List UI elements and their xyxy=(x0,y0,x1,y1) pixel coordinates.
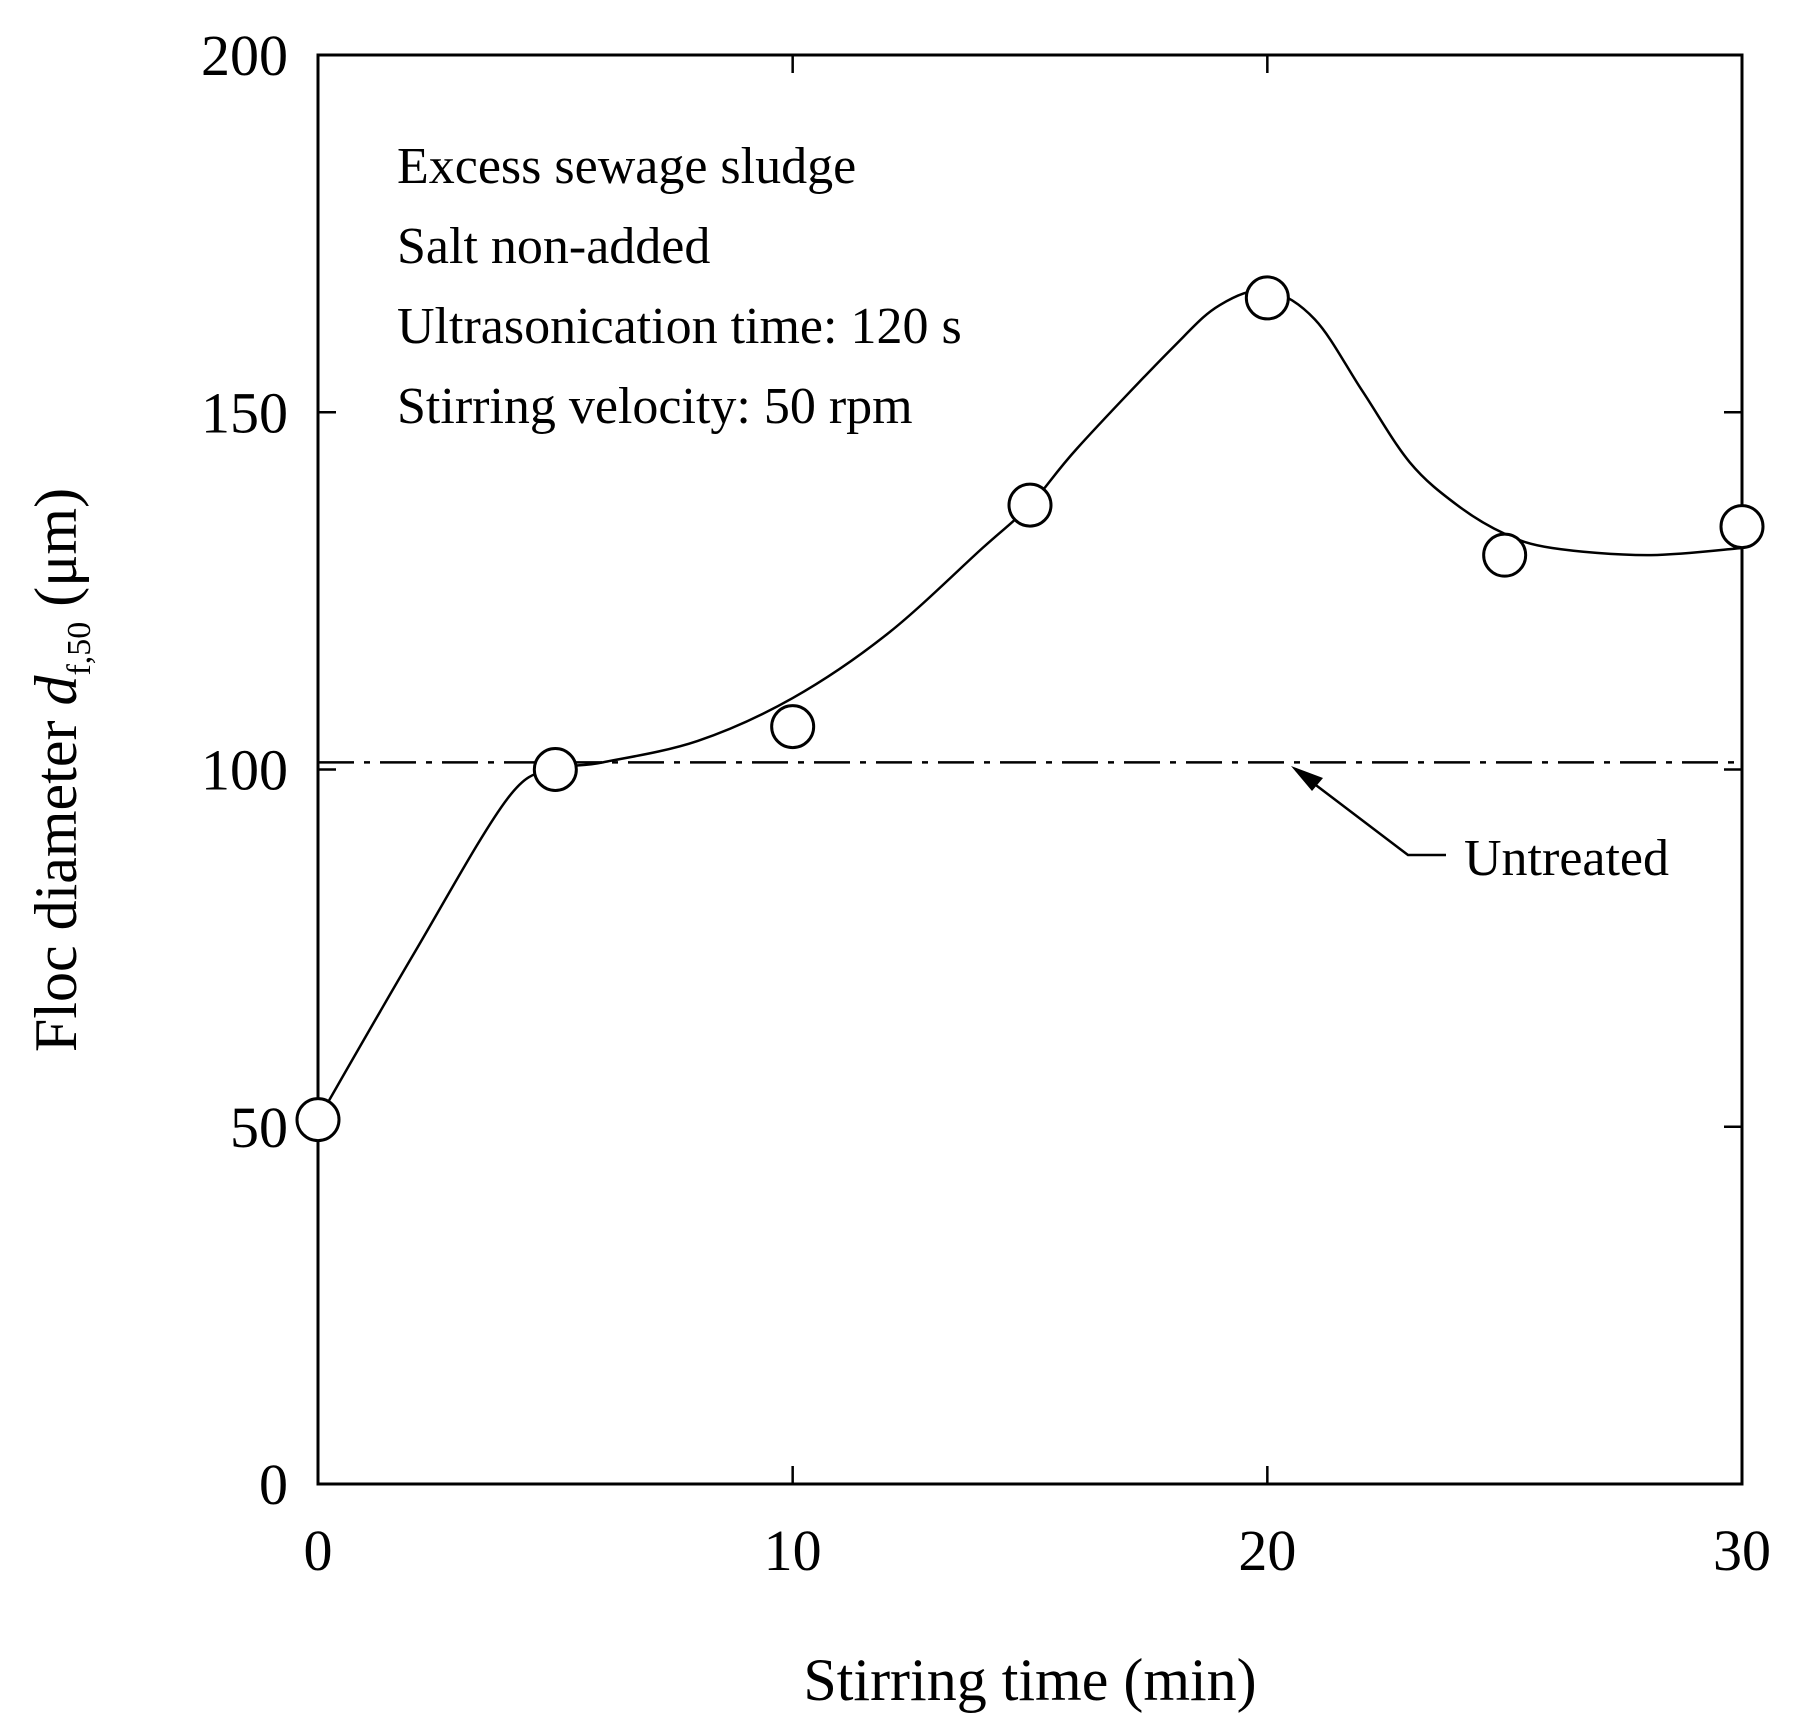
conditions-annotation: Excess sewage sludge Salt non-added Ultr… xyxy=(397,138,962,435)
y-tick-label: 200 xyxy=(201,23,288,88)
data-point xyxy=(1719,504,1765,550)
y-axis-title-prefix: Floc diameter xyxy=(23,706,89,1053)
annotation-line-4: Stirring velocity: 50 rpm xyxy=(397,378,913,435)
axis-ticks xyxy=(316,53,1744,1486)
data-points xyxy=(295,275,1765,1143)
tick-labels: 0 10 20 30 0 50 100 150 200 xyxy=(201,23,1771,1583)
y-tick-label: 150 xyxy=(201,380,288,445)
data-point xyxy=(1244,275,1290,321)
data-point xyxy=(770,704,816,750)
data-point xyxy=(1007,482,1053,528)
y-tick-label: 100 xyxy=(201,738,288,803)
x-tick-label: 20 xyxy=(1238,1518,1296,1583)
untreated-label: Untreated xyxy=(1464,830,1669,887)
y-axis-title-unit: (μm) xyxy=(23,488,89,622)
untreated-arrow xyxy=(1291,766,1446,857)
data-point xyxy=(295,1097,341,1143)
x-axis-title: Stirring time (min) xyxy=(803,1647,1256,1713)
x-tick-label: 30 xyxy=(1713,1518,1771,1583)
y-axis-title-subscript: f,50 xyxy=(61,622,98,676)
data-point xyxy=(1482,532,1528,578)
data-point xyxy=(532,747,578,792)
y-tick-label: 0 xyxy=(259,1452,288,1517)
x-tick-label: 10 xyxy=(764,1518,822,1583)
annotation-line-2: Salt non-added xyxy=(397,218,710,275)
annotation-line-3: Ultrasonication time: 120 s xyxy=(397,298,962,355)
y-tick-label: 50 xyxy=(230,1095,288,1160)
y-axis-title-symbol: d xyxy=(23,675,89,706)
y-axis-title: Floc diameter df,50 (μm) xyxy=(23,488,98,1052)
x-tick-label: 0 xyxy=(304,1518,333,1583)
annotation-line-1: Excess sewage sludge xyxy=(397,138,856,195)
